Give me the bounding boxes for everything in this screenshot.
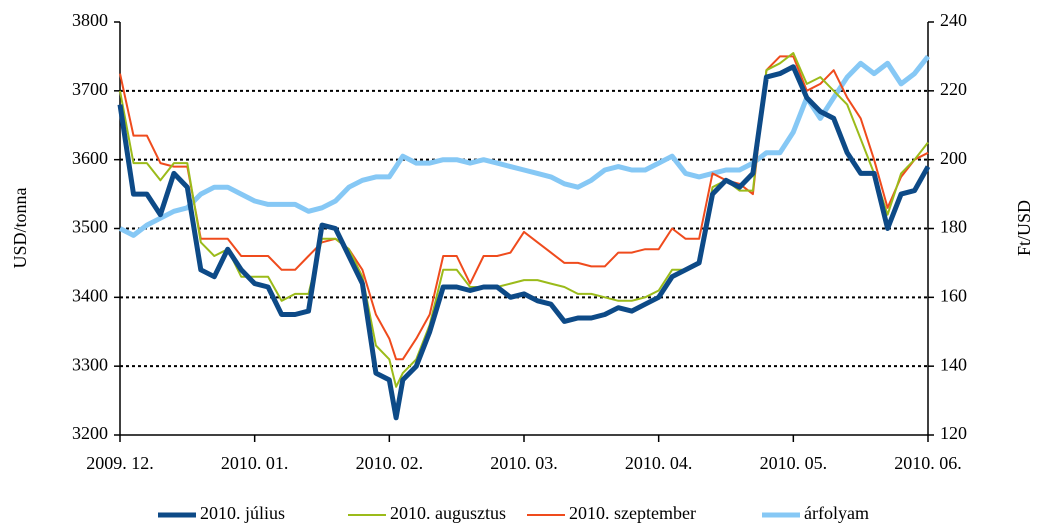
series-line [119, 52, 929, 388]
y2-tick-label: 120 [940, 423, 967, 443]
series-line [117, 64, 931, 421]
y-tick-label: 3600 [72, 148, 108, 168]
y2-tick-label: 200 [940, 148, 967, 168]
series-line [119, 55, 929, 361]
legend-label: 2010. augusztus [390, 503, 506, 523]
x-tick-label: 2010. 04. [625, 453, 693, 473]
x-tick-label: 2010. 06. [894, 453, 962, 473]
y-tick-label: 3800 [72, 10, 108, 30]
y2-tick-label: 180 [940, 217, 967, 237]
y-axis-label: USD/tonna [10, 187, 30, 268]
y-tick-label: 3400 [72, 285, 108, 305]
y-tick-label: 3200 [72, 423, 108, 443]
y2-tick-label: 220 [940, 79, 967, 99]
series-line [118, 54, 930, 238]
legend-label: 2010. szeptember [569, 503, 696, 523]
y-tick-label: 3500 [72, 217, 108, 237]
x-tick-label: 2010. 03. [490, 453, 558, 473]
y2-tick-label: 240 [940, 10, 967, 30]
x-tick-label: 2010. 05. [760, 453, 828, 473]
x-tick-label: 2010. 02. [356, 453, 424, 473]
y-tick-label: 3300 [72, 354, 108, 374]
y2-tick-label: 160 [940, 285, 967, 305]
x-tick-label: 2010. 01. [221, 453, 289, 473]
y2-axis-label: Ft/USD [1014, 200, 1034, 256]
y-tick-label: 3700 [72, 79, 108, 99]
y2-tick-label: 140 [940, 354, 967, 374]
legend-label: 2010. július [200, 503, 285, 523]
legend-label: árfolyam [804, 503, 869, 523]
x-tick-label: 2009. 12. [86, 453, 154, 473]
